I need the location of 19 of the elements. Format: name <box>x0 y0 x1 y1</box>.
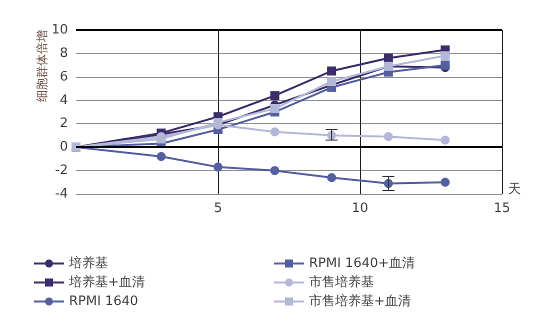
x-tick-label: 15 <box>494 201 510 216</box>
y-tick-label: 10 <box>51 22 68 38</box>
x-tick-label: 5 <box>214 201 222 216</box>
legend-label: 培养基+血清 <box>68 274 145 290</box>
y-tick-label: 0 <box>60 140 68 155</box>
y-tick-label: -2 <box>55 163 68 178</box>
legend-label: RPMI 1640 <box>69 294 138 309</box>
y-tick-label: -4 <box>55 186 68 202</box>
x-tick-label: 10 <box>352 201 368 216</box>
y-tick-label: 4 <box>60 92 68 108</box>
y-tick-label: 6 <box>60 69 68 84</box>
legend-label: 市售培养基 <box>309 274 374 290</box>
legend-label: RPMI 1640+血清 <box>309 256 416 271</box>
y-axis-title: 细胞群体倍增 <box>35 30 49 102</box>
x-axis-title: 天 <box>508 182 521 198</box>
y-tick-label: 2 <box>60 116 68 132</box>
legend-label: 培养基 <box>68 255 108 271</box>
legend-label: 市售培养基+血清 <box>309 293 411 309</box>
y-tick-label: 8 <box>60 46 68 61</box>
